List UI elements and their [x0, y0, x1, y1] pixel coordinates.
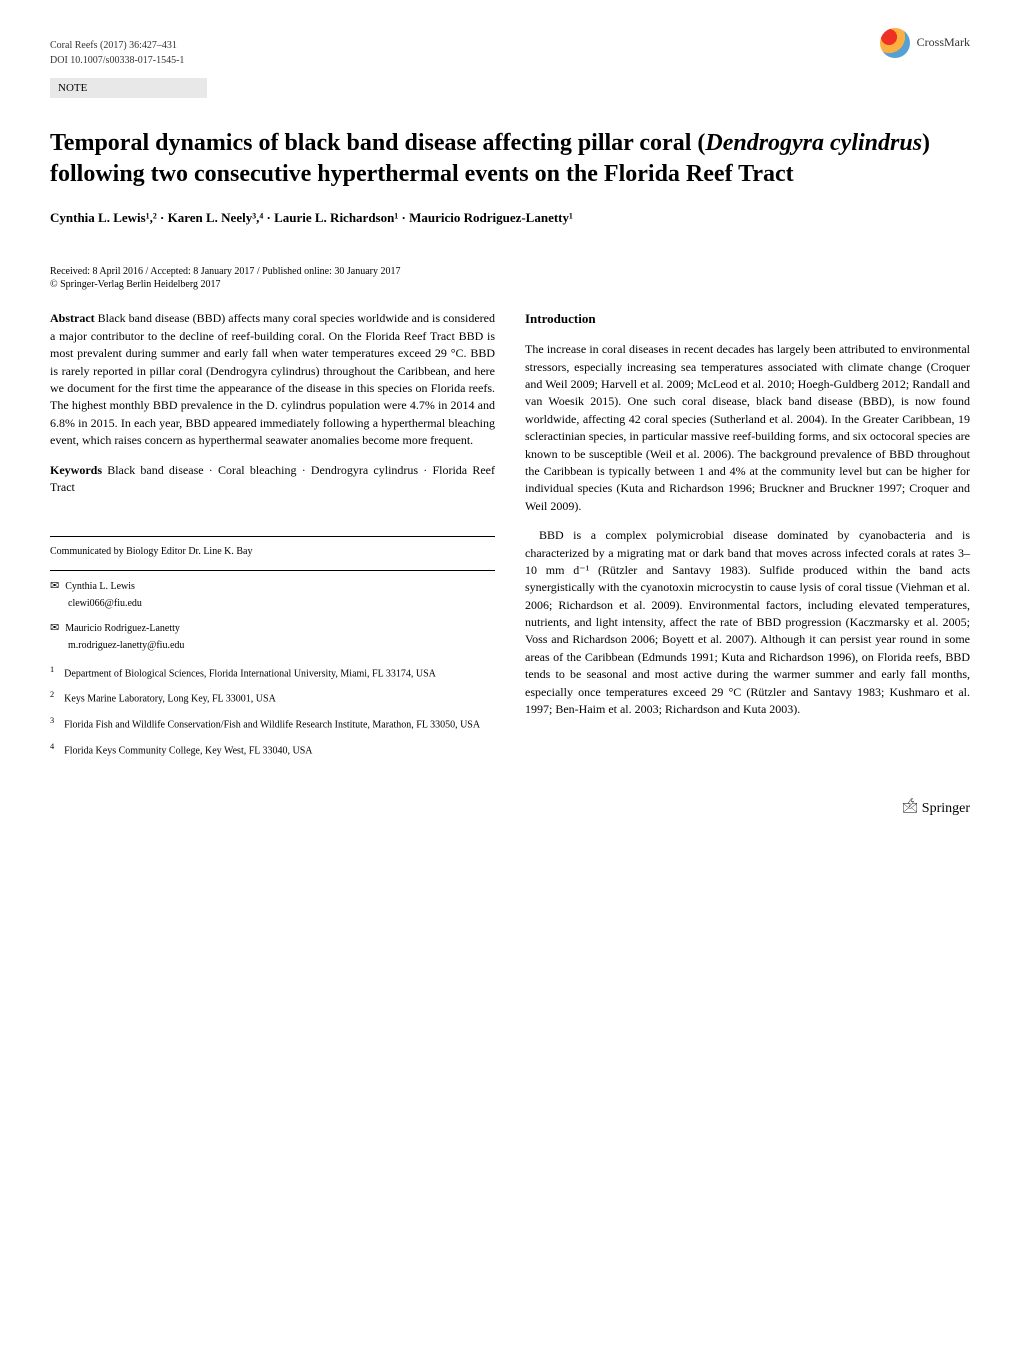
introduction-heading: Introduction [525, 310, 970, 329]
corr-name-2: Mauricio Rodriguez-Lanetty [65, 623, 180, 634]
affil-num-1: 1 [50, 665, 54, 674]
affil-num-3: 3 [50, 716, 54, 725]
footer: 🖄 Springer [50, 797, 970, 821]
corresponding-author-1: ✉ Cynthia L. Lewis [50, 579, 495, 595]
title-species: Dendrogyra cylindrus [705, 130, 922, 156]
affiliation-1: 1 Department of Biological Sciences, Flor… [50, 664, 495, 682]
affil-text-2: Keys Marine Laboratory, Long Key, FL 330… [64, 694, 276, 705]
crossmark-label: CrossMark [917, 35, 970, 49]
keywords-label: Keywords [50, 463, 102, 477]
abstract-label: Abstract [50, 311, 95, 325]
affiliation-4: 4 Florida Keys Community College, Key Wes… [50, 741, 495, 759]
springer-logo: 🖄 Springer [902, 801, 970, 816]
divider [50, 570, 495, 571]
intro-para-2: BBD is a complex polymicrobial disease d… [525, 527, 970, 718]
envelope-icon: ✉ [50, 580, 59, 592]
springer-text: Springer [922, 801, 970, 816]
envelope-icon: ✉ [50, 622, 59, 634]
copyright: © Springer-Verlag Berlin Heidelberg 2017 [50, 279, 970, 290]
corr-email-2: m.rodriguez-lanetty@fiu.edu [68, 639, 495, 654]
corresponding-author-2: ✉ Mauricio Rodriguez-Lanetty [50, 621, 495, 637]
left-column: Abstract Black band disease (BBD) affect… [50, 310, 495, 767]
authors: Cynthia L. Lewis¹,² · Karen L. Neely³,⁴ … [50, 210, 970, 226]
affil-text-4: Florida Keys Community College, Key West… [64, 745, 312, 756]
article-dates: Received: 8 April 2016 / Accepted: 8 Jan… [50, 266, 970, 277]
affil-num-2: 2 [50, 690, 54, 699]
title-part1: Temporal dynamics of black band disease … [50, 130, 705, 156]
abstract: Abstract Black band disease (BBD) affect… [50, 310, 495, 449]
crossmark-badge[interactable]: CrossMark [880, 28, 970, 58]
keywords: Keywords Black band disease · Coral blea… [50, 462, 495, 497]
affil-num-4: 4 [50, 742, 54, 751]
affil-text-3: Florida Fish and Wildlife Conservation/F… [64, 720, 480, 731]
doi: DOI 10.1007/s00338-017-1545-1 [50, 55, 970, 66]
intro-para-1: The increase in coral diseases in recent… [525, 341, 970, 515]
keywords-text: Black band disease · Coral bleaching · D… [50, 463, 495, 494]
corr-email-1: clewi066@fiu.edu [68, 597, 495, 612]
affiliation-2: 2 Keys Marine Laboratory, Long Key, FL 33… [50, 689, 495, 707]
crossmark-icon [880, 28, 910, 58]
right-column: Introduction The increase in coral disea… [525, 310, 970, 767]
corr-name-1: Cynthia L. Lewis [65, 581, 135, 592]
affiliation-3: 3 Florida Fish and Wildlife Conservation/… [50, 715, 495, 733]
abstract-text: Black band disease (BBD) affects many co… [50, 311, 495, 447]
communicated-by: Communicated by Biology Editor Dr. Line … [50, 545, 495, 560]
journal-citation: Coral Reefs (2017) 36:427–431 [50, 40, 970, 51]
divider [50, 536, 495, 537]
article-title: Temporal dynamics of black band disease … [50, 128, 970, 190]
article-type-label: NOTE [50, 78, 207, 98]
affil-text-1: Department of Biological Sciences, Flori… [64, 668, 436, 679]
